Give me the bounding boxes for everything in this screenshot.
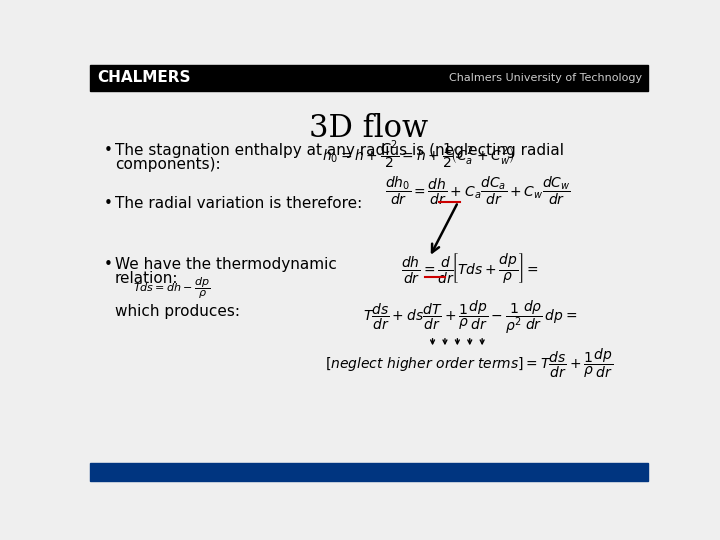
Text: $Tds = dh - \dfrac{dp}{\rho}$: $Tds = dh - \dfrac{dp}{\rho}$	[132, 275, 210, 301]
Text: •: •	[104, 195, 113, 211]
Text: $T\dfrac{ds}{dr} + ds\dfrac{dT}{dr} + \dfrac{1}{\rho}\dfrac{dp}{dr} - \dfrac{1}{: $T\dfrac{ds}{dr} + ds\dfrac{dT}{dr} + \d…	[363, 299, 577, 336]
Text: CHALMERS: CHALMERS	[98, 70, 192, 85]
Text: components):: components):	[114, 157, 220, 172]
Text: $\dfrac{dh}{dr} = \dfrac{d}{dr}\!\left[Tds + \dfrac{dp}{\rho}\right] =$: $\dfrac{dh}{dr} = \dfrac{d}{dr}\!\left[T…	[401, 251, 539, 285]
Text: $\dfrac{dh_0}{dr} = \dfrac{dh}{dr} + C_a\dfrac{dC_a}{dr} + C_w\dfrac{dC_w}{dr}$: $\dfrac{dh_0}{dr} = \dfrac{dh}{dr} + C_a…	[384, 175, 570, 207]
Text: •: •	[104, 143, 113, 158]
Text: •: •	[104, 258, 113, 272]
Text: Chalmers University of Technology: Chalmers University of Technology	[449, 73, 642, 83]
Text: 3D flow: 3D flow	[310, 112, 428, 144]
Text: $\left[neglect\ higher\ order\ terms\right] = T\dfrac{ds}{dr} + \dfrac{1}{\rho}\: $\left[neglect\ higher\ order\ terms\rig…	[325, 347, 614, 380]
Text: The radial variation is therefore:: The radial variation is therefore:	[114, 195, 362, 211]
Text: $h_0 = h + \dfrac{C^2}{2} = h + \dfrac{1}{2}\!\left(C_a^2 + C_w^2\right)$: $h_0 = h + \dfrac{C^2}{2} = h + \dfrac{1…	[323, 138, 516, 171]
Text: We have the thermodynamic: We have the thermodynamic	[114, 258, 337, 272]
Text: relation:: relation:	[114, 271, 179, 286]
Text: which produces:: which produces:	[114, 303, 240, 319]
Bar	[90, 463, 648, 481]
Text: The stagnation enthalpy at any radius is (neglecting radial: The stagnation enthalpy at any radius is…	[114, 143, 564, 158]
Bar	[90, 65, 648, 91]
